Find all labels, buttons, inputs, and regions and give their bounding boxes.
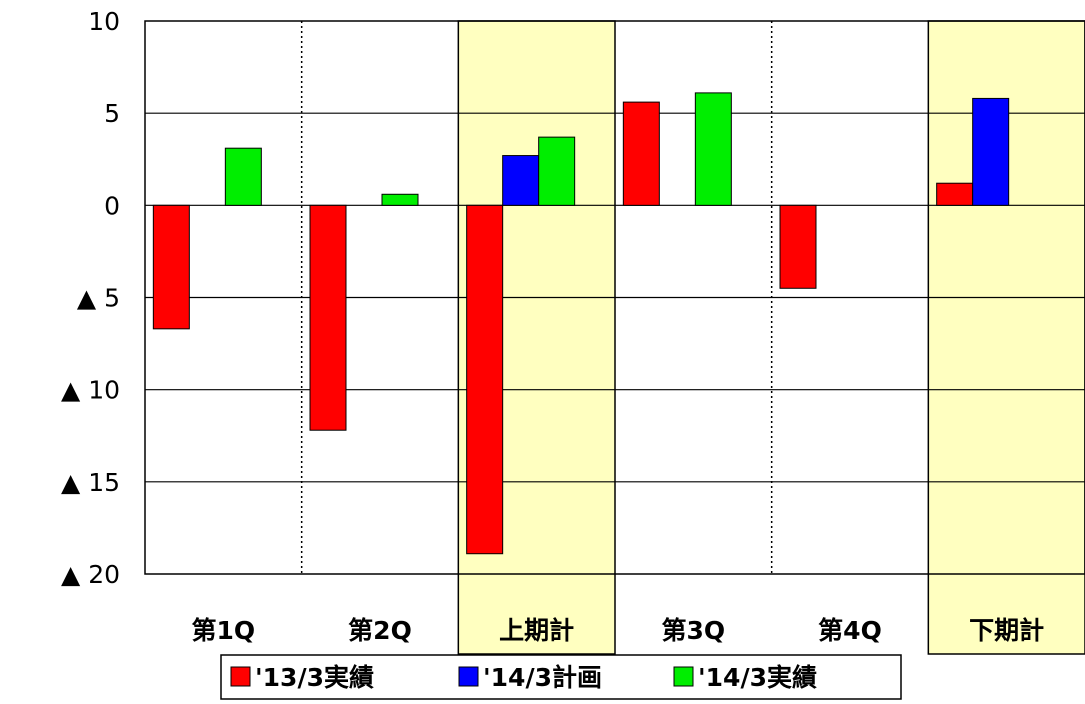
- plot-frame: [144, 20, 1085, 575]
- bar: [381, 193, 419, 206]
- legend-label: '14/3実績: [698, 663, 817, 692]
- bar: [622, 101, 660, 206]
- bar: [694, 92, 732, 206]
- legend-swatch: [673, 666, 694, 687]
- y-tick-label: ▲ 20: [61, 560, 120, 589]
- bars: [152, 92, 1010, 555]
- y-tick-label: 10: [88, 7, 120, 36]
- legend-swatch: [230, 666, 251, 687]
- x-tick-label: 第1Q: [192, 616, 256, 645]
- x-tick-label: 第4Q: [818, 616, 882, 645]
- x-axis-ticks: 第1Q 第2Q 上期計 第3Q 第4Q 下期計: [192, 616, 1045, 645]
- y-axis-ticks: 10 5 0 ▲ 5 ▲ 10 ▲ 15 ▲ 20: [61, 7, 120, 589]
- x-tick-label: 上期計: [499, 616, 574, 645]
- legend-label: '13/3実績: [255, 663, 374, 692]
- y-tick-label: 0: [104, 191, 120, 220]
- bar: [502, 155, 540, 206]
- legend-box: [220, 654, 902, 700]
- y-tick-label: ▲ 10: [61, 376, 120, 405]
- x-tick-label: 下期計: [969, 616, 1044, 645]
- bar: [936, 182, 974, 206]
- bar: [152, 204, 190, 330]
- plot-border: [144, 20, 1085, 575]
- y-tick-label: 5: [104, 99, 120, 128]
- legend-label: '14/3計画: [483, 663, 602, 692]
- legend: '13/3実績 '14/3計画 '14/3実績: [220, 654, 902, 700]
- legend-swatch: [458, 666, 479, 687]
- bar: [972, 97, 1010, 206]
- bar: [538, 136, 576, 206]
- y-tick-label: ▲ 5: [77, 284, 120, 313]
- x-tick-label: 第2Q: [348, 616, 412, 645]
- gridlines: [145, 21, 1085, 574]
- bar: [309, 204, 347, 431]
- x-tick-label: 第3Q: [662, 616, 726, 645]
- bar: [466, 204, 504, 555]
- bar: [779, 204, 817, 289]
- y-tick-label: ▲ 15: [61, 468, 120, 497]
- bar: [224, 147, 262, 206]
